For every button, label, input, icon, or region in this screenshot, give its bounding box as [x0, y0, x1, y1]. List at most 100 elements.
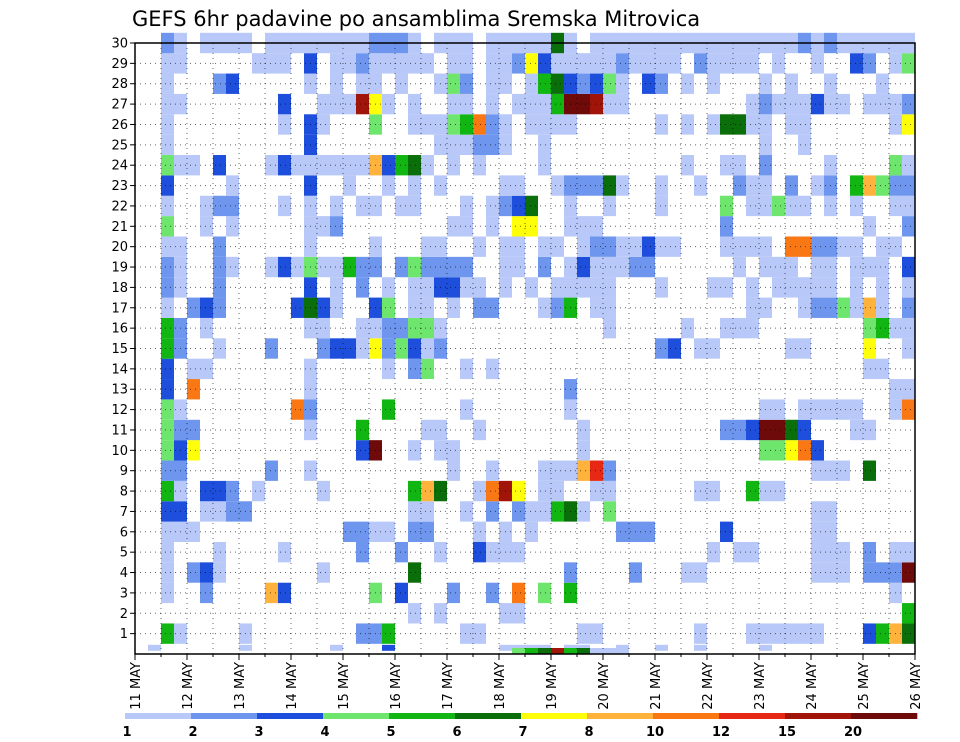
precip-cell: [811, 623, 824, 644]
precip-cell: [356, 73, 369, 94]
precip-cell: [278, 541, 291, 563]
precip-cell: [187, 419, 200, 441]
colorbar-swatch: [719, 713, 786, 719]
y-tick-label: 26: [111, 118, 128, 133]
precip-cell: [421, 155, 434, 176]
colorbar-legend: 1 2 3 4 5 6 7 8 10 12 15 20: [122, 713, 918, 740]
precip-cell: [200, 562, 213, 583]
precip-cell: [512, 93, 525, 115]
precip-cell: [460, 277, 473, 298]
precip-cell: [577, 648, 590, 654]
colorbar-label: 15: [778, 725, 796, 740]
precip-cell: [811, 521, 824, 542]
precip-cell: [551, 297, 564, 318]
precip-cell: [213, 73, 226, 94]
precip-cell: [226, 256, 239, 278]
precip-cell: [473, 297, 486, 318]
precip-cell: [811, 277, 824, 298]
x-tick-label: 20 MAY: [597, 662, 612, 710]
precip-cell: [850, 175, 863, 196]
colorbar-label: 5: [386, 725, 395, 740]
precip-cell: [395, 541, 408, 563]
precip-cell: [616, 256, 629, 278]
precip-cell: [720, 216, 733, 237]
precip-cell: [551, 460, 564, 481]
precip-cell: [356, 623, 369, 644]
precip-cell: [720, 277, 733, 298]
precip-cell: [785, 256, 798, 278]
precip-cell: [655, 236, 668, 257]
precip-cell: [408, 358, 421, 380]
precip-cell: [603, 297, 616, 318]
precip-cell: [187, 358, 200, 380]
colorbar-swatch: [587, 713, 654, 719]
heatmap-cells: [148, 32, 915, 654]
precip-cell: [265, 460, 278, 481]
precip-cell: [577, 501, 590, 522]
y-tick-label: 8: [120, 485, 128, 500]
precip-cell: [798, 419, 811, 441]
precip-cell: [187, 155, 200, 176]
precip-cell: [213, 297, 226, 318]
y-tick-label: 22: [111, 199, 128, 214]
precip-cell: [356, 419, 369, 441]
precip-cell: [616, 521, 629, 542]
y-tick-label: 3: [120, 586, 128, 601]
precip-cell: [265, 582, 278, 604]
precip-cell: [187, 379, 200, 400]
y-tick-label: 2: [120, 607, 128, 622]
precip-cell: [850, 236, 863, 257]
precip-cell: [525, 648, 538, 654]
precip-cell: [785, 277, 798, 298]
precip-cell: [876, 562, 889, 583]
precip-cell: [902, 338, 915, 359]
precip-cell: [902, 155, 915, 176]
precip-cell: [616, 236, 629, 257]
precip-cell: [330, 338, 343, 359]
precip-cell: [161, 562, 174, 583]
precip-cell: [538, 501, 551, 522]
x-tick-label: 26 MAY: [909, 662, 924, 710]
precip-cell: [161, 440, 174, 461]
precip-cell: [577, 623, 590, 644]
precip-cell: [317, 216, 330, 237]
precip-cell: [577, 175, 590, 196]
precip-cell: [473, 541, 486, 563]
precip-cell: [213, 541, 226, 563]
precip-cell: [785, 623, 798, 644]
precip-cell: [200, 216, 213, 237]
precip-cell: [811, 53, 824, 74]
y-tick-label: 21: [111, 220, 128, 235]
precip-cell: [746, 175, 759, 196]
precip-cell: [876, 358, 889, 380]
precip-cell: [525, 73, 538, 94]
precip-cell: [395, 73, 408, 94]
precip-cell: [161, 114, 174, 135]
precip-cell: [421, 53, 434, 74]
precip-cell: [850, 277, 863, 298]
y-tick-label: 29: [111, 57, 128, 72]
precip-cell: [733, 256, 746, 278]
precip-cell: [902, 399, 915, 420]
precip-cell: [291, 256, 304, 278]
precip-cell: [317, 256, 330, 278]
precip-cell: [343, 53, 356, 74]
x-tick-label: 12 MAY: [181, 662, 196, 710]
precip-cell: [681, 317, 694, 339]
precip-cell: [161, 338, 174, 359]
precip-cell: [512, 256, 525, 278]
precip-cell: [291, 155, 304, 176]
precip-cell: [863, 93, 876, 115]
precip-cell: [447, 582, 460, 604]
precip-cell: [148, 644, 161, 651]
y-tick-label: 12: [111, 403, 128, 418]
precip-cell: [421, 358, 434, 380]
precip-cell: [512, 501, 525, 522]
precip-cell: [863, 297, 876, 318]
precip-cell: [447, 440, 460, 461]
precip-cell: [850, 53, 863, 74]
precip-cell: [746, 480, 759, 502]
y-tick-label: 10: [111, 444, 128, 459]
precip-cell: [811, 562, 824, 583]
precip-cell: [902, 53, 915, 74]
